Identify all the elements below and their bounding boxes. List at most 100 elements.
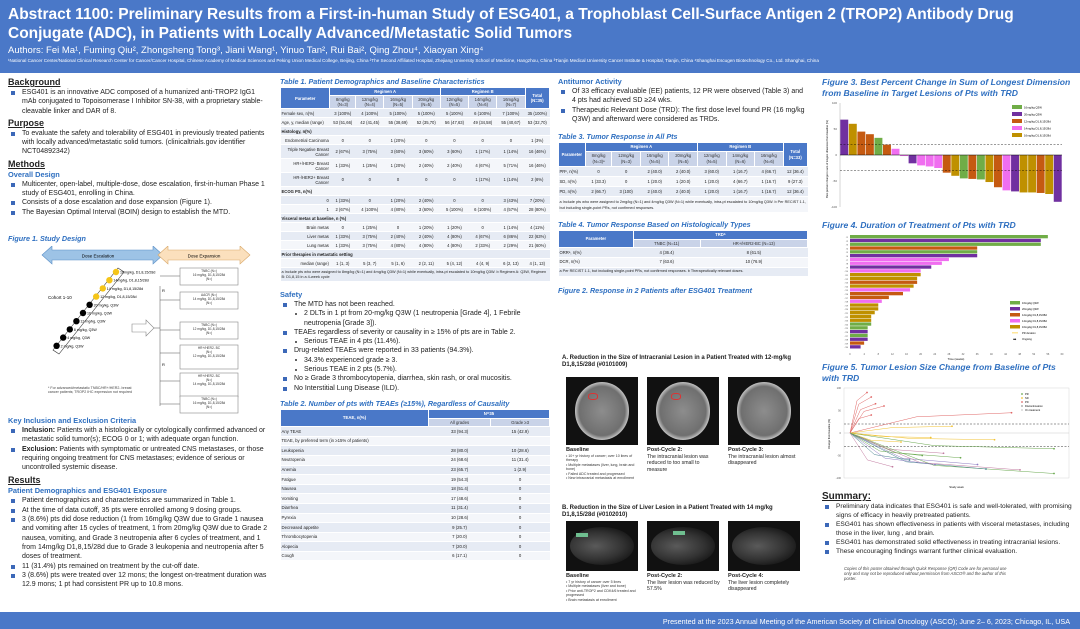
figure-2b-title: B. Reduction in the Size of Liver Lesion… bbox=[562, 505, 773, 519]
safety-item: No Interstitial Lung Disease (ILD). bbox=[280, 384, 550, 393]
trajectory-point bbox=[870, 396, 873, 398]
duration-bar bbox=[850, 322, 872, 326]
table-row: PD, n(%) 2 (66.7) 3 (100) 2 (40.0) 2 (40.0) 1… bbox=[558, 186, 808, 198]
cell: 10 (28.6) bbox=[428, 513, 491, 524]
param-header: Parameter bbox=[558, 142, 586, 168]
bullet-item: ESG401 has demonstrated solid effectiven… bbox=[822, 538, 1074, 547]
x-tick-label: 40 bbox=[990, 353, 993, 356]
duration-bar bbox=[850, 269, 921, 273]
cell: 6 (100%) bbox=[468, 108, 497, 118]
row-label: Age, y, median (range) bbox=[280, 117, 330, 127]
cell: 55 (38,69) bbox=[383, 117, 413, 127]
table-row: Lung metas 1 (33%) 3 (75%) 4 (80%) 4 (80%) 4 … bbox=[280, 240, 550, 250]
cell: 4 (80%) bbox=[412, 240, 441, 250]
grade3-header: Grade ≥3 bbox=[490, 417, 550, 428]
duration-bar bbox=[850, 292, 903, 296]
patient-trajectory-line bbox=[849, 396, 872, 434]
table-row: ORRᵃ, n(%) 4 (36.4) 8 (61.5) bbox=[558, 247, 808, 258]
duration-bar bbox=[850, 345, 861, 349]
trajectory-point bbox=[1010, 411, 1013, 414]
table-row: Anemia 23 (65.7) 1 (2.9) bbox=[280, 465, 550, 476]
methods-heading: Methods bbox=[8, 158, 45, 169]
liver-scan-image bbox=[728, 521, 800, 571]
cell: 0 bbox=[585, 166, 612, 178]
cell: 2 (40%) bbox=[412, 195, 441, 205]
lesion-marker bbox=[671, 393, 681, 400]
cell: 1 (20%) bbox=[412, 222, 441, 232]
table-row: TEAE, by preferred term (in ≥15% of pati… bbox=[280, 436, 550, 447]
dose-label: 12 mg/kg, Q3W bbox=[80, 320, 106, 324]
scan-caption: Baseline • 7 yr history of cancer over 5 … bbox=[566, 573, 636, 602]
waterfall-bar bbox=[985, 155, 994, 183]
affiliations: ¹National Cancer Center/National Clinica… bbox=[8, 58, 819, 63]
bullet-item: 11 (31.4%) pts remained on treatment by … bbox=[8, 562, 270, 571]
patient-label: #18 bbox=[845, 302, 849, 304]
safety-item: 2 DLTs in 1 pt from 20-mg/kg Q3W (1 neut… bbox=[280, 309, 550, 328]
cell: 1 (1, 3) bbox=[329, 258, 356, 268]
cell: 5 (4, 12) bbox=[440, 258, 469, 268]
cell: 2 (66.7) bbox=[585, 186, 612, 198]
cell: 4 (67%) bbox=[468, 158, 497, 173]
cell: 19 (54.3) bbox=[428, 474, 491, 485]
legend-label: 12mg/kg D1,8,15/28d bbox=[1024, 120, 1051, 124]
bullet-item: The Bayesian Optimal Interval (BOIN) des… bbox=[8, 208, 270, 217]
legend-label: PR bbox=[1025, 392, 1029, 396]
cell: 6 (17.1) bbox=[428, 551, 491, 562]
dose-column-header: 20mg/kg (N=5) bbox=[668, 151, 698, 168]
cell: 1 (17%) bbox=[468, 172, 497, 187]
cell: 3 (100%) bbox=[329, 108, 356, 118]
cell: 1 (17%) bbox=[468, 144, 497, 159]
cell: 16 (46%) bbox=[525, 144, 550, 159]
demographics-heading: Patient Demographics and ESG401 Exposure bbox=[8, 486, 167, 496]
trajectory-point bbox=[959, 456, 962, 459]
legend-label: SD bbox=[1025, 396, 1029, 400]
study-design-diagram: Dose Escalation Dose Expansion Cohort 1-… bbox=[41, 246, 251, 414]
patient-label: #25 bbox=[845, 328, 849, 330]
legend-swatch bbox=[1010, 301, 1020, 305]
cell: 4 (4, 9) bbox=[468, 258, 497, 268]
cell: 4 (57%) bbox=[496, 204, 525, 214]
safety-item: 34.3% experienced grade ≥ 3. bbox=[280, 356, 550, 365]
cell: 5 (100%) bbox=[383, 108, 413, 118]
row-label: SD, n(%) bbox=[558, 176, 586, 188]
waterfall-bar bbox=[848, 123, 857, 155]
patient-label: #30 bbox=[845, 347, 849, 349]
expansion-cohort-box bbox=[179, 344, 239, 370]
table-row: Diarrhea 11 (31.4) 0 bbox=[280, 503, 550, 514]
table-row: PRᵇ, n(%) 0 0 2 (40.0) 2 (40.0) 3 (60.0) 1 (16… bbox=[558, 166, 808, 178]
patient-trajectory-line bbox=[849, 432, 910, 461]
cell: 28 (80%) bbox=[525, 204, 550, 214]
waterfall-bar bbox=[891, 148, 900, 155]
patient-trajectory-line bbox=[849, 432, 1055, 449]
patient-trajectory-line bbox=[849, 403, 876, 434]
patient-trajectory-line bbox=[849, 432, 978, 465]
dose-dot-black bbox=[60, 334, 67, 341]
patient-label: #5 bbox=[846, 252, 849, 254]
cell: 4 (66.7) bbox=[754, 166, 784, 178]
expansion-cohort-label: TNBC (N=) 16 mg/kg, D1,8,15/28d (N=) bbox=[192, 269, 226, 281]
safety-heading: Safety bbox=[280, 290, 303, 299]
patient-label: #16 bbox=[845, 294, 849, 296]
waterfall-bar bbox=[925, 155, 934, 167]
poster-header: Abstract 1100: Preliminary Results from … bbox=[0, 0, 1080, 73]
cohort-label: Cohort 1-10 bbox=[48, 295, 72, 300]
dose-column-header: 16mg/kg (N=5) bbox=[639, 151, 670, 168]
cell: 2 (2, 11) bbox=[412, 258, 441, 268]
patient-trajectory-line bbox=[849, 392, 868, 434]
patient-trajectory-line bbox=[849, 432, 902, 443]
table-row: Fatigue 19 (54.3) 0 bbox=[280, 474, 550, 485]
waterfall-bar bbox=[942, 155, 951, 173]
cell: 1 (16.7) bbox=[754, 186, 784, 198]
patient-label: #27 bbox=[845, 336, 849, 338]
table-1-title: Table 1. Patient Demographics and Baseli… bbox=[280, 77, 485, 86]
trajectory-point bbox=[985, 468, 987, 470]
scan-caption: Post-Cycle 4: The liver lesion completely… bbox=[728, 573, 790, 593]
expansion-cohort-label: HR+/HER2- BC (N=) 12 mg/kg, D1,8,15/28d bbox=[192, 346, 226, 358]
escalation-label: Dose Escalation bbox=[82, 254, 115, 259]
dose-label: 14 mg/kg, D1,8,15/28d bbox=[107, 287, 143, 291]
dose-label: 16mg/kg, D1,8,15/28d bbox=[120, 271, 155, 275]
legend-label: PR duration bbox=[1022, 331, 1036, 335]
table-row: Cough 6 (17.1) 0 bbox=[280, 551, 550, 562]
dose-column-header: 8mg/kg (N=3)ᵃ bbox=[584, 151, 613, 168]
regimen-a-header: Regimen A bbox=[584, 142, 698, 153]
